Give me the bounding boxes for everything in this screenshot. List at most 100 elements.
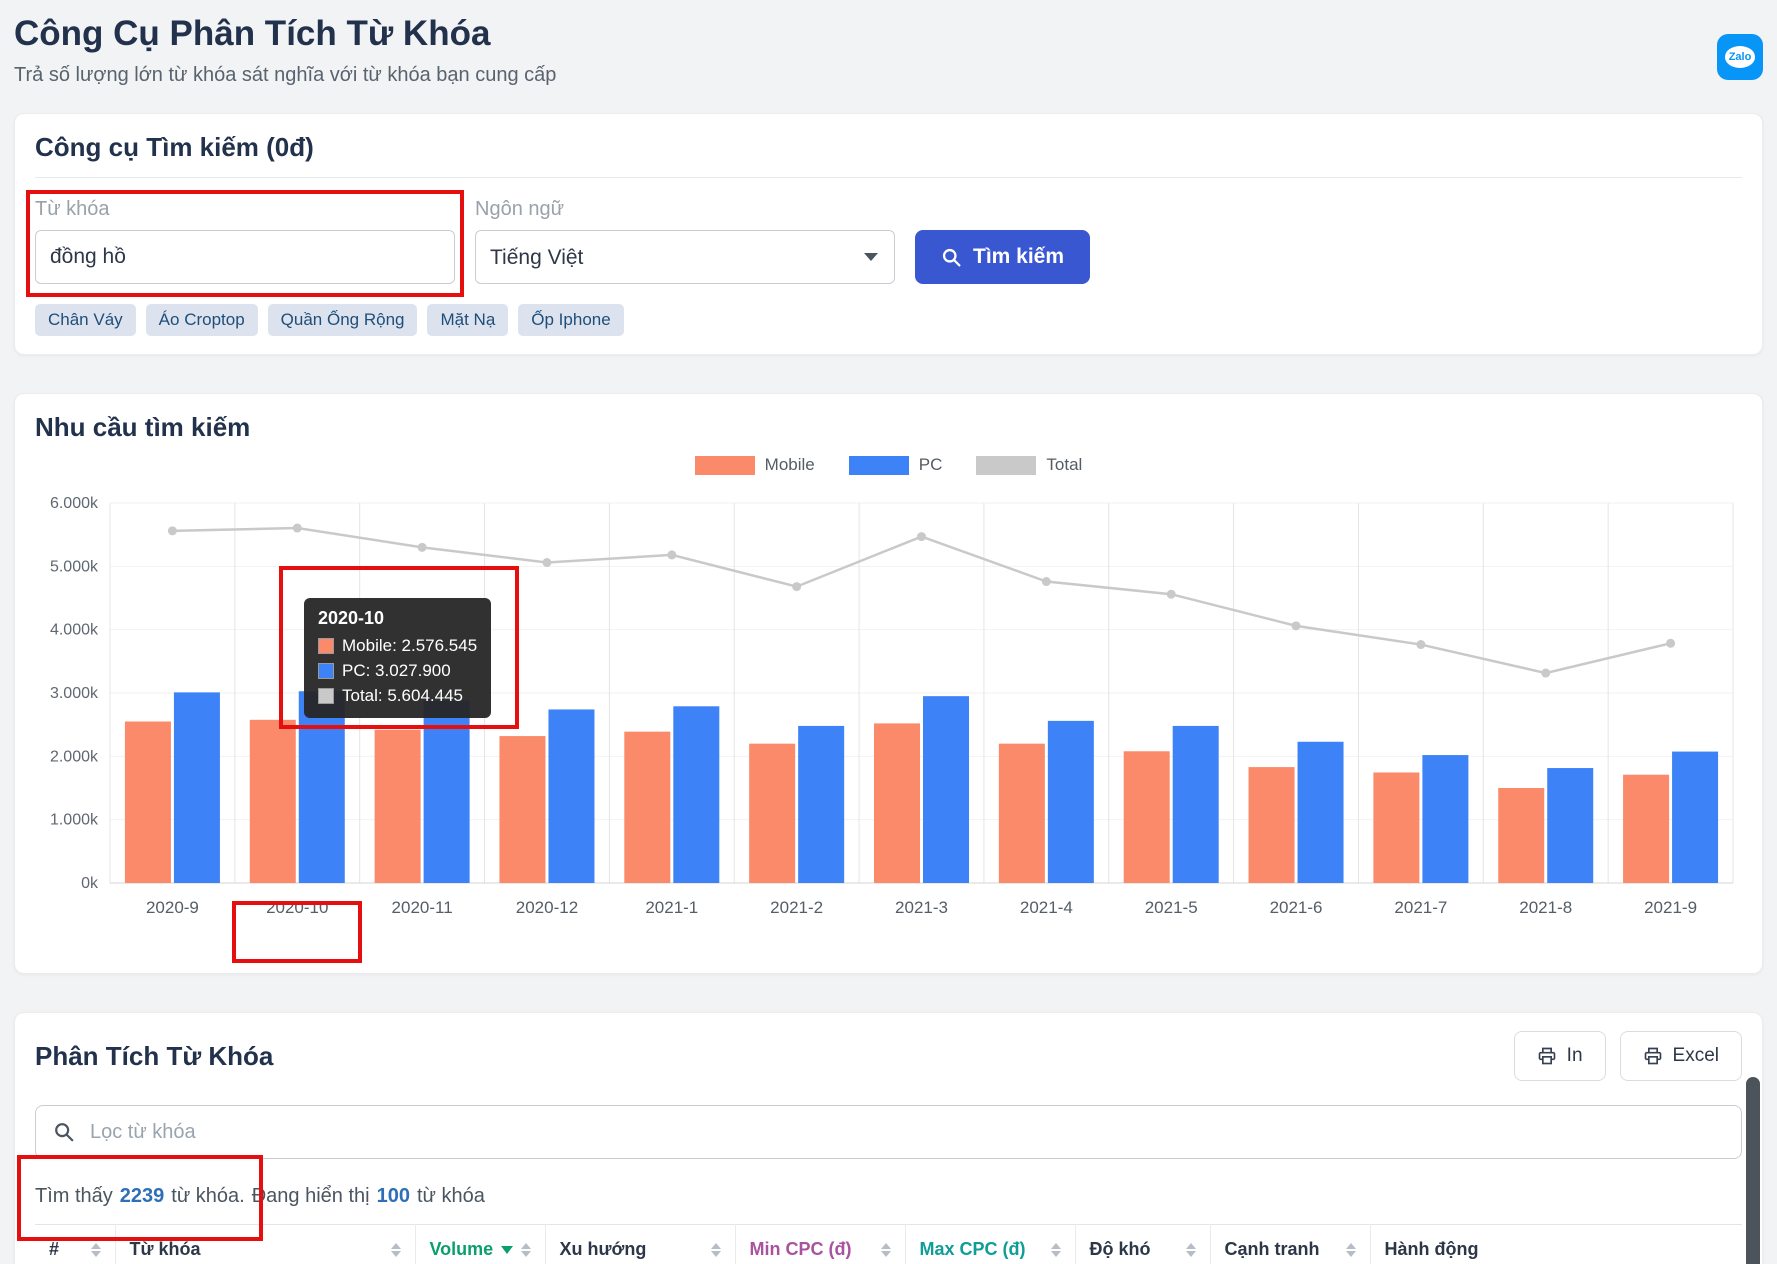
keyword-tags: Chân Váy Áo Croptop Quần Ống Rộng Mặt Nạ Ốp … <box>35 304 1742 336</box>
showing-unit: từ khóa <box>416 1185 485 1207</box>
keyword-field: Từ khóa <box>26 190 464 297</box>
sort-up-icon <box>1185 1242 1196 1249</box>
chart-legend: Mobile PC Total <box>35 455 1742 475</box>
sort-down-icon <box>390 1250 401 1257</box>
table-header-row: # Từ khóa Volume Xu hướng Min CPC (đ) Max CPC… <box>35 1224 1742 1264</box>
sort-down-icon <box>880 1250 891 1257</box>
sort-icons <box>521 1242 532 1257</box>
sort-up-icon <box>390 1242 401 1249</box>
keyword-tag[interactable]: Ốp Iphone <box>518 304 624 336</box>
found-text: Tìm thấy 2239 từ khóa. Đang hiển thị 100… <box>17 1155 1742 1241</box>
column-label: Max CPC (đ) <box>919 1239 1026 1259</box>
legend-label: Mobile <box>764 455 815 474</box>
legend-item[interactable]: Total <box>976 455 1082 475</box>
column-label: Độ khó <box>1089 1239 1151 1259</box>
sort-icons <box>90 1242 101 1257</box>
tooltip-row: Mobile: 2.576.545 <box>318 636 477 656</box>
svg-text:1.000k: 1.000k <box>50 812 99 829</box>
column-label: Volume <box>429 1239 494 1259</box>
chart-tooltip: 2020-10 Mobile: 2.576.545 PC: 3.027.900 To… <box>304 598 492 718</box>
svg-text:4.000k: 4.000k <box>50 622 99 639</box>
sort-icons <box>1185 1242 1196 1257</box>
svg-text:2020-12: 2020-12 <box>516 898 578 917</box>
sort-up-icon <box>710 1242 721 1249</box>
keyword-tag[interactable]: Quần Ống Rộng <box>267 304 418 336</box>
search-icon <box>941 247 962 268</box>
analysis-title: Phân Tích Từ Khóa <box>35 1040 274 1071</box>
chart-tooltip-title: 2020-10 <box>318 608 385 628</box>
column-header-competition[interactable]: Cạnh tranh <box>1210 1224 1371 1264</box>
sort-up-icon <box>521 1242 532 1249</box>
search-button-label: Tìm kiếm <box>973 245 1065 268</box>
chart-wrap: 0k 1.000k 2.000k 3.000k 4.000k 5.000k 6.000k 20… <box>35 483 1742 963</box>
column-label: # <box>49 1239 60 1259</box>
found-count: 2239 <box>119 1185 165 1207</box>
column-header-index[interactable]: # <box>35 1224 116 1264</box>
tooltip-label: Total: 5.604.445 <box>342 686 463 705</box>
zalo-icon: Zalo <box>1724 46 1756 68</box>
column-header-min-cpc[interactable]: Min CPC (đ) <box>735 1224 906 1264</box>
sort-down-icon <box>1050 1250 1061 1257</box>
svg-text:2020-10: 2020-10 <box>266 898 328 917</box>
tooltip-row: PC: 3.027.900 <box>318 661 477 681</box>
tooltip-swatch <box>318 638 334 654</box>
keyword-tag[interactable]: Áo Croptop <box>145 304 258 336</box>
column-header-actions: Hành động <box>1370 1224 1742 1264</box>
legend-swatch <box>976 455 1037 475</box>
sort-down-icon <box>710 1250 721 1257</box>
excel-button[interactable]: Excel <box>1619 1031 1742 1081</box>
legend-item[interactable]: PC <box>848 455 943 475</box>
column-header-volume[interactable]: Volume <box>415 1224 546 1264</box>
sort-up-icon <box>880 1242 891 1249</box>
column-header-max-cpc[interactable]: Max CPC (đ) <box>905 1224 1076 1264</box>
column-header-keyword[interactable]: Từ khóa <box>115 1224 416 1264</box>
sort-icons <box>1050 1242 1061 1257</box>
sort-down-icon <box>521 1250 532 1257</box>
page-title: Công Cụ Phân Tích Từ Khóa <box>14 14 491 53</box>
legend-item[interactable]: Mobile <box>694 455 815 475</box>
svg-text:2021-3: 2021-3 <box>895 898 948 917</box>
demand-card: Nhu cầu tìm kiếm Mobile PC Total 0k 1.000k 2… <box>14 393 1763 974</box>
table-scrollbar[interactable] <box>1746 1077 1760 1264</box>
search-tool-title: Công cụ Tìm kiếm (0đ) <box>35 132 1742 178</box>
sort-icons <box>880 1242 891 1257</box>
tooltip-swatch <box>318 688 334 704</box>
filter-keyword-input[interactable] <box>35 1105 1742 1159</box>
svg-text:2.000k: 2.000k <box>50 748 99 765</box>
keyword-input[interactable] <box>35 230 455 284</box>
search-button[interactable]: Tìm kiếm <box>915 230 1091 284</box>
legend-swatch <box>848 455 909 475</box>
column-header-trend[interactable]: Xu hướng <box>545 1224 736 1264</box>
column-label: Min CPC (đ) <box>749 1239 852 1259</box>
keyword-tag[interactable]: Chân Váy <box>35 304 136 336</box>
keyword-tag[interactable]: Mặt Nạ <box>427 304 509 336</box>
print-button[interactable]: In <box>1513 1031 1606 1081</box>
svg-text:5.000k: 5.000k <box>50 558 99 575</box>
svg-text:2021-7: 2021-7 <box>1394 898 1447 917</box>
found-prefix: Tìm thấy <box>35 1185 113 1207</box>
printer-icon <box>1643 1046 1663 1066</box>
tooltip-label: PC: 3.027.900 <box>342 661 451 680</box>
excel-button-label: Excel <box>1672 1045 1719 1066</box>
column-header-difficulty[interactable]: Độ khó <box>1075 1224 1211 1264</box>
sort-up-icon <box>1345 1242 1356 1249</box>
tooltip-swatch <box>318 663 334 679</box>
found-unit: từ khóa. <box>171 1185 245 1207</box>
svg-text:2021-9: 2021-9 <box>1644 898 1697 917</box>
legend-label: PC <box>918 455 943 474</box>
svg-text:2020-9: 2020-9 <box>146 898 199 917</box>
demand-chart[interactable]: 0k 1.000k 2.000k 3.000k 4.000k 5.000k 6.000k 20… <box>35 483 1742 955</box>
sort-up-icon <box>1050 1242 1061 1249</box>
sort-icons <box>710 1242 721 1257</box>
zalo-badge[interactable]: Zalo <box>1717 34 1763 80</box>
sort-icons <box>390 1242 401 1257</box>
language-select[interactable]: Tiếng Việt <box>475 230 895 284</box>
page-subtitle: Trả số lượng lớn từ khóa sát nghĩa với t… <box>14 64 557 86</box>
showing-count: 100 <box>376 1185 410 1207</box>
print-button-label: In <box>1566 1045 1583 1066</box>
printer-icon <box>1537 1046 1557 1066</box>
keyword-table: # Từ khóa Volume Xu hướng Min CPC (đ) Max CPC… <box>35 1224 1742 1264</box>
svg-text:2021-5: 2021-5 <box>1145 898 1198 917</box>
svg-text:2020-11: 2020-11 <box>392 898 453 917</box>
svg-text:2021-6: 2021-6 <box>1270 898 1323 917</box>
